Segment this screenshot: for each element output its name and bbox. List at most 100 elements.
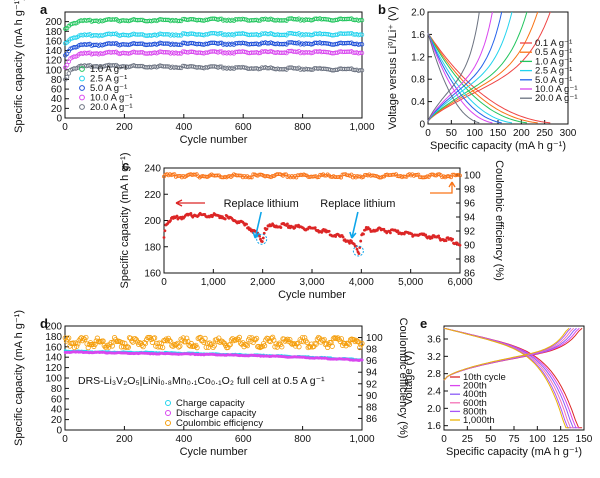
legend-label: 10.0 A g⁻¹ <box>535 84 578 95</box>
data-point <box>256 343 262 350</box>
y-tick-label: 3.6 <box>427 335 441 346</box>
series-0 <box>63 16 365 32</box>
data-point <box>256 66 261 72</box>
y-tick-label: 80 <box>51 75 63 86</box>
legend-label: 10.0 A g⁻¹ <box>90 93 133 104</box>
y-tick-label: 1.6 <box>427 421 441 432</box>
y-tick-label: 1.6 <box>411 30 425 41</box>
y-tick-label: 1.2 <box>411 52 425 63</box>
data-point <box>287 337 293 343</box>
series-2 <box>427 11 528 124</box>
y2-tick-label: 86 <box>366 414 378 425</box>
y-axis-title: Specific capacity (mA h g⁻¹) <box>13 0 25 133</box>
y2-tick-label: 92 <box>366 379 378 390</box>
discharge-curve <box>427 33 513 124</box>
data-point <box>355 247 359 251</box>
legend-label: 800th <box>463 406 487 417</box>
y2-tick-label: 100 <box>366 333 383 344</box>
data-point <box>437 234 441 238</box>
data-point <box>258 234 261 238</box>
series-ce <box>62 334 365 351</box>
discharge-curve <box>427 33 502 124</box>
data-point <box>359 42 365 47</box>
legend-label: Charge capacity <box>176 398 245 409</box>
y-axis-title: Specific capacity (mA h g⁻¹) <box>13 310 25 446</box>
data-point <box>321 336 327 343</box>
data-point <box>345 340 351 347</box>
x-tick-label: 800 <box>294 434 311 445</box>
x-tick-label: 25 <box>462 434 474 445</box>
y2-axis-title: Coulombic efficiency (%) <box>397 318 409 439</box>
data-point <box>177 18 182 24</box>
panel-letter: c <box>122 158 129 173</box>
y-tick-label: 180 <box>45 332 62 343</box>
legend-label: 200th <box>463 381 487 392</box>
y-axis-title: Voltage versus Li⁰/Li⁺ (V) <box>387 6 399 129</box>
panel-letter: e <box>420 316 427 331</box>
data-point <box>293 226 297 230</box>
data-point <box>217 64 222 69</box>
data-point <box>223 217 227 221</box>
data-point <box>175 214 179 218</box>
y-tick-label: 100 <box>45 374 62 385</box>
legend-label: 10th cycle <box>463 372 506 383</box>
data-point <box>172 172 177 177</box>
charge-curve <box>427 11 513 122</box>
series-3 <box>427 11 513 124</box>
data-point <box>458 173 462 178</box>
x-tick-label: 200 <box>116 122 133 133</box>
x-tick-label: 300 <box>560 128 577 139</box>
data-point <box>177 343 183 349</box>
data-point <box>252 337 259 343</box>
legend: 1.0 A g⁻¹2.5 A g⁻¹5.0 A g⁻¹10.0 A g⁻¹20.… <box>79 64 133 113</box>
y2-tick-label: 100 <box>464 171 481 182</box>
data-point <box>163 229 167 233</box>
annotation-label: Replace lithium <box>224 198 299 210</box>
y-tick-label: 2.0 <box>427 404 441 415</box>
data-point <box>458 243 462 247</box>
y-tick-label: 0.8 <box>411 75 425 86</box>
x-tick-label: 1,000 <box>201 277 226 288</box>
x-tick-label: 125 <box>552 434 569 445</box>
series-4 <box>427 11 503 124</box>
data-point <box>256 32 261 38</box>
data-point <box>233 337 239 343</box>
y2-tick-label: 94 <box>464 213 476 224</box>
data-point <box>320 337 326 344</box>
data-point <box>358 32 363 37</box>
y-tick-label: 140 <box>45 353 62 364</box>
y-tick-label: 80 <box>51 384 63 395</box>
data-point <box>282 172 287 177</box>
y-tick-label: 60 <box>51 394 63 405</box>
data-point <box>211 343 217 349</box>
x-tick-label: 0 <box>62 434 68 445</box>
legend-label: 20.0 A g⁻¹ <box>535 93 578 104</box>
arrow-to-right-axis <box>430 181 456 194</box>
data-point <box>256 18 261 23</box>
charge-curve <box>427 11 503 122</box>
data-point <box>451 237 454 241</box>
data-point <box>166 337 173 344</box>
series-discharge <box>63 350 364 363</box>
data-point <box>64 336 71 342</box>
chart-subtitle: DRS-Li₃V₂O₅|LiNi₀.₈Mn₀.₁Co₀.₁O₂ full cel… <box>78 375 325 387</box>
data-point <box>327 229 331 233</box>
data-point <box>259 237 262 241</box>
charge-curve <box>427 11 539 122</box>
data-point <box>357 252 361 255</box>
legend-marker <box>79 66 85 72</box>
charge-curve <box>443 327 570 381</box>
y-tick-label: 160 <box>45 342 62 353</box>
data-point <box>106 344 112 350</box>
legend-marker <box>165 410 171 416</box>
y-tick-label: 180 <box>45 27 62 38</box>
y-tick-label: 0.4 <box>411 97 425 108</box>
legend-label: 2.5 A g⁻¹ <box>535 66 572 77</box>
data-point <box>176 174 181 178</box>
x-tick-label: 200 <box>513 128 530 139</box>
legend-label: Coulombic efficiency <box>176 418 263 429</box>
x-axis-title: Specific capacity (mA h g⁻¹) <box>430 140 566 152</box>
data-point <box>358 50 363 56</box>
y2-tick-label: 90 <box>464 241 476 252</box>
